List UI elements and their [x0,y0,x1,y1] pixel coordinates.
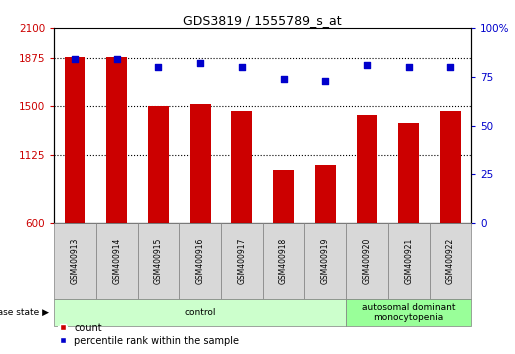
Text: control: control [184,308,216,317]
Bar [440,112,461,223]
Bar [179,223,221,299]
Point [405,64,413,70]
Text: disease state ▶: disease state ▶ [0,308,49,317]
Text: GSM400919: GSM400919 [321,238,330,284]
Bar [273,170,294,223]
Point [196,61,204,66]
Text: GSM400922: GSM400922 [446,238,455,284]
Bar [430,223,471,299]
Bar [315,165,336,223]
Bar [388,223,430,299]
Point [237,64,246,70]
Bar [64,57,85,223]
Text: GSM400913: GSM400913 [71,238,79,284]
Bar [106,57,127,223]
Point [363,62,371,68]
Text: GSM400914: GSM400914 [112,238,121,284]
Bar [398,123,419,223]
Bar [356,115,377,223]
Point [71,57,79,62]
Bar [54,223,96,299]
Bar [346,223,388,299]
Point [321,78,330,84]
Bar [231,111,252,223]
Title: GDS3819 / 1555789_s_at: GDS3819 / 1555789_s_at [183,14,342,27]
Text: GSM400921: GSM400921 [404,238,413,284]
Point [112,57,121,62]
Text: GSM400920: GSM400920 [363,238,371,284]
Point [279,76,287,82]
Bar [263,223,304,299]
Text: autosomal dominant
monocytopenia: autosomal dominant monocytopenia [362,303,455,322]
Bar [138,223,179,299]
Text: GSM400917: GSM400917 [237,238,246,284]
Text: GSM400916: GSM400916 [196,238,204,284]
Legend: count, percentile rank within the sample: count, percentile rank within the sample [59,323,239,346]
Bar [190,104,211,223]
Point [154,64,162,70]
Text: GSM400918: GSM400918 [279,238,288,284]
Bar [96,223,138,299]
Bar [346,299,471,326]
Bar [221,223,263,299]
Bar [304,223,346,299]
Bar [54,299,346,326]
Point [446,64,455,70]
Text: GSM400915: GSM400915 [154,238,163,284]
Bar [148,106,169,223]
